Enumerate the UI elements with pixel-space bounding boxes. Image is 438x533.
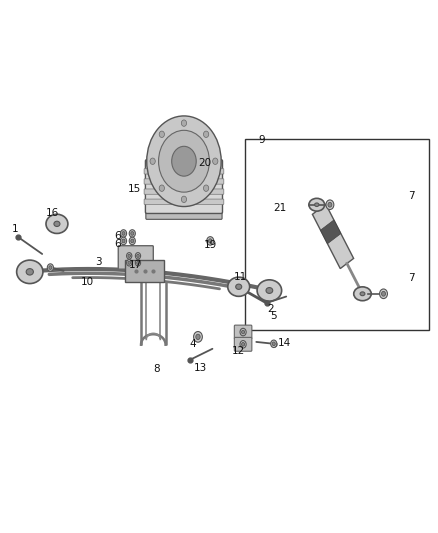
Circle shape	[240, 341, 246, 348]
Ellipse shape	[266, 288, 273, 293]
Text: 3: 3	[95, 257, 102, 267]
Ellipse shape	[236, 284, 242, 289]
Text: 21: 21	[273, 203, 286, 213]
Ellipse shape	[314, 203, 319, 206]
Circle shape	[381, 292, 385, 296]
Ellipse shape	[360, 292, 365, 296]
Text: 9: 9	[258, 135, 265, 145]
Text: 6: 6	[114, 231, 121, 240]
Text: 12: 12	[232, 346, 245, 356]
Circle shape	[131, 239, 134, 243]
Circle shape	[159, 185, 164, 191]
Ellipse shape	[26, 269, 33, 275]
FancyBboxPatch shape	[234, 337, 252, 351]
Circle shape	[128, 254, 131, 257]
Text: 16: 16	[46, 208, 59, 218]
FancyBboxPatch shape	[118, 246, 153, 269]
Circle shape	[271, 340, 277, 348]
Circle shape	[326, 200, 334, 209]
Text: 14: 14	[278, 338, 291, 348]
Ellipse shape	[17, 260, 43, 284]
Circle shape	[122, 231, 125, 235]
Circle shape	[242, 343, 244, 346]
FancyBboxPatch shape	[144, 179, 224, 184]
Circle shape	[181, 196, 187, 203]
Circle shape	[159, 131, 209, 192]
Circle shape	[47, 264, 53, 271]
Text: 4: 4	[189, 339, 196, 349]
FancyBboxPatch shape	[234, 325, 252, 339]
Circle shape	[129, 230, 135, 237]
Circle shape	[129, 237, 135, 245]
Text: 7: 7	[408, 273, 415, 283]
Text: 6: 6	[114, 239, 121, 249]
FancyBboxPatch shape	[144, 168, 224, 174]
Circle shape	[213, 158, 218, 164]
FancyBboxPatch shape	[145, 160, 223, 213]
Circle shape	[328, 203, 332, 207]
Circle shape	[127, 260, 132, 266]
Text: 8: 8	[153, 364, 160, 374]
FancyBboxPatch shape	[245, 139, 429, 330]
Circle shape	[120, 230, 127, 237]
Circle shape	[242, 330, 244, 334]
Circle shape	[135, 260, 141, 266]
Text: 2: 2	[267, 304, 274, 314]
Ellipse shape	[228, 277, 250, 296]
Text: 20: 20	[198, 158, 212, 167]
Circle shape	[204, 185, 209, 191]
FancyBboxPatch shape	[144, 189, 224, 194]
Text: 17: 17	[129, 261, 142, 270]
Text: 5: 5	[270, 311, 277, 320]
Circle shape	[128, 261, 131, 264]
Circle shape	[196, 334, 200, 340]
Polygon shape	[321, 220, 341, 244]
Circle shape	[137, 261, 139, 264]
Circle shape	[181, 120, 187, 126]
Circle shape	[159, 131, 164, 138]
Circle shape	[135, 253, 141, 259]
Circle shape	[207, 237, 214, 245]
Circle shape	[204, 131, 209, 138]
Ellipse shape	[354, 287, 371, 301]
Text: 7: 7	[408, 191, 415, 201]
Ellipse shape	[257, 280, 282, 301]
Text: 19: 19	[204, 240, 217, 250]
Text: 1: 1	[12, 224, 19, 234]
Circle shape	[150, 158, 155, 164]
Circle shape	[380, 289, 388, 298]
Circle shape	[240, 328, 246, 336]
Text: 10: 10	[81, 278, 94, 287]
Circle shape	[194, 332, 202, 342]
Circle shape	[120, 237, 127, 245]
Text: 11: 11	[233, 272, 247, 282]
Circle shape	[272, 342, 275, 345]
Circle shape	[131, 231, 134, 235]
FancyBboxPatch shape	[125, 261, 164, 282]
Circle shape	[127, 253, 132, 259]
Text: 13: 13	[194, 363, 207, 373]
Text: 15: 15	[128, 184, 141, 194]
Circle shape	[208, 239, 212, 243]
Ellipse shape	[46, 214, 68, 233]
Circle shape	[122, 239, 125, 243]
Circle shape	[147, 116, 221, 207]
FancyBboxPatch shape	[146, 209, 222, 220]
Circle shape	[49, 265, 52, 269]
Ellipse shape	[309, 198, 325, 211]
Polygon shape	[312, 204, 353, 269]
Circle shape	[172, 147, 196, 176]
FancyBboxPatch shape	[144, 199, 224, 204]
Circle shape	[137, 254, 139, 257]
Ellipse shape	[54, 221, 60, 227]
